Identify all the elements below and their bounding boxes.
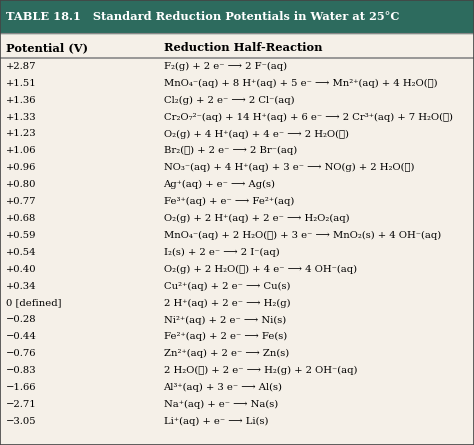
Text: O₂(g) + 2 H⁺(aq) + 2 e⁻ ⟶ H₂O₂(aq): O₂(g) + 2 H⁺(aq) + 2 e⁻ ⟶ H₂O₂(aq) [164,214,349,223]
Text: Na⁺(aq) + e⁻ ⟶ Na(s): Na⁺(aq) + e⁻ ⟶ Na(s) [164,400,278,409]
Text: +2.87: +2.87 [6,62,36,71]
Text: I₂(s) + 2 e⁻ ⟶ 2 I⁻(aq): I₂(s) + 2 e⁻ ⟶ 2 I⁻(aq) [164,248,279,257]
Text: NO₃⁻(aq) + 4 H⁺(aq) + 3 e⁻ ⟶ NO(g) + 2 H₂O(ℓ): NO₃⁻(aq) + 4 H⁺(aq) + 3 e⁻ ⟶ NO(g) + 2 H… [164,163,414,172]
Text: 2 H₂O(ℓ) + 2 e⁻ ⟶ H₂(g) + 2 OH⁻(aq): 2 H₂O(ℓ) + 2 e⁻ ⟶ H₂(g) + 2 OH⁻(aq) [164,366,357,375]
Text: +1.06: +1.06 [6,146,36,155]
Text: Ni²⁺(aq) + 2 e⁻ ⟶ Ni(s): Ni²⁺(aq) + 2 e⁻ ⟶ Ni(s) [164,316,286,324]
Text: Reduction Half-Reaction: Reduction Half-Reaction [164,42,322,53]
Text: Br₂(ℓ) + 2 e⁻ ⟶ 2 Br⁻(aq): Br₂(ℓ) + 2 e⁻ ⟶ 2 Br⁻(aq) [164,146,297,155]
Text: +1.33: +1.33 [6,113,36,121]
Text: Fe³⁺(aq) + e⁻ ⟶ Fe²⁺(aq): Fe³⁺(aq) + e⁻ ⟶ Fe²⁺(aq) [164,197,294,206]
Text: +0.80: +0.80 [6,180,36,189]
Text: Al³⁺(aq) + 3 e⁻ ⟶ Al(s): Al³⁺(aq) + 3 e⁻ ⟶ Al(s) [164,383,283,392]
Text: 2 H⁺(aq) + 2 e⁻ ⟶ H₂(g): 2 H⁺(aq) + 2 e⁻ ⟶ H₂(g) [164,299,290,307]
Text: +0.34: +0.34 [6,282,36,291]
Text: O₂(g) + 4 H⁺(aq) + 4 e⁻ ⟶ 2 H₂O(ℓ): O₂(g) + 4 H⁺(aq) + 4 e⁻ ⟶ 2 H₂O(ℓ) [164,129,348,138]
Text: +0.77: +0.77 [6,197,36,206]
Text: −0.76: −0.76 [6,349,36,358]
Text: Cu²⁺(aq) + 2 e⁻ ⟶ Cu(s): Cu²⁺(aq) + 2 e⁻ ⟶ Cu(s) [164,282,290,291]
Text: +1.23: +1.23 [6,129,36,138]
Text: Ag⁺(aq) + e⁻ ⟶ Ag(s): Ag⁺(aq) + e⁻ ⟶ Ag(s) [164,180,275,189]
Text: Potential (V): Potential (V) [6,42,88,53]
Text: TABLE 18.1   Standard Reduction Potentials in Water at 25°C: TABLE 18.1 Standard Reduction Potentials… [6,11,399,22]
Text: F₂(g) + 2 e⁻ ⟶ 2 F⁻(aq): F₂(g) + 2 e⁻ ⟶ 2 F⁻(aq) [164,62,287,71]
Text: −0.28: −0.28 [6,316,36,324]
Text: +0.40: +0.40 [6,265,36,274]
Text: MnO₄⁻(aq) + 8 H⁺(aq) + 5 e⁻ ⟶ Mn²⁺(aq) + 4 H₂O(ℓ): MnO₄⁻(aq) + 8 H⁺(aq) + 5 e⁻ ⟶ Mn²⁺(aq) +… [164,79,437,88]
Text: +0.68: +0.68 [6,214,36,223]
Text: +0.54: +0.54 [6,248,36,257]
Text: Cl₂(g) + 2 e⁻ ⟶ 2 Cl⁻(aq): Cl₂(g) + 2 e⁻ ⟶ 2 Cl⁻(aq) [164,96,294,105]
Text: −3.05: −3.05 [6,417,36,426]
Text: Zn²⁺(aq) + 2 e⁻ ⟶ Zn(s): Zn²⁺(aq) + 2 e⁻ ⟶ Zn(s) [164,349,289,358]
Text: MnO₄⁻(aq) + 2 H₂O(ℓ) + 3 e⁻ ⟶ MnO₂(s) + 4 OH⁻(aq): MnO₄⁻(aq) + 2 H₂O(ℓ) + 3 e⁻ ⟶ MnO₂(s) + … [164,231,441,240]
Text: +1.36: +1.36 [6,96,36,105]
FancyBboxPatch shape [0,0,474,33]
Text: 0 [defined]: 0 [defined] [6,299,61,307]
Text: +0.59: +0.59 [6,231,36,240]
Text: Cr₂O₇²⁻(aq) + 14 H⁺(aq) + 6 e⁻ ⟶ 2 Cr³⁺(aq) + 7 H₂O(ℓ): Cr₂O₇²⁻(aq) + 14 H⁺(aq) + 6 e⁻ ⟶ 2 Cr³⁺(… [164,113,453,121]
Text: −0.83: −0.83 [6,366,36,375]
Text: +0.96: +0.96 [6,163,36,172]
Text: −0.44: −0.44 [6,332,36,341]
Text: +1.51: +1.51 [6,79,36,88]
Text: Fe²⁺(aq) + 2 e⁻ ⟶ Fe(s): Fe²⁺(aq) + 2 e⁻ ⟶ Fe(s) [164,332,287,341]
Text: −2.71: −2.71 [6,400,36,409]
Text: O₂(g) + 2 H₂O(ℓ) + 4 e⁻ ⟶ 4 OH⁻(aq): O₂(g) + 2 H₂O(ℓ) + 4 e⁻ ⟶ 4 OH⁻(aq) [164,265,356,274]
Text: −1.66: −1.66 [6,383,36,392]
Text: Li⁺(aq) + e⁻ ⟶ Li(s): Li⁺(aq) + e⁻ ⟶ Li(s) [164,417,268,426]
